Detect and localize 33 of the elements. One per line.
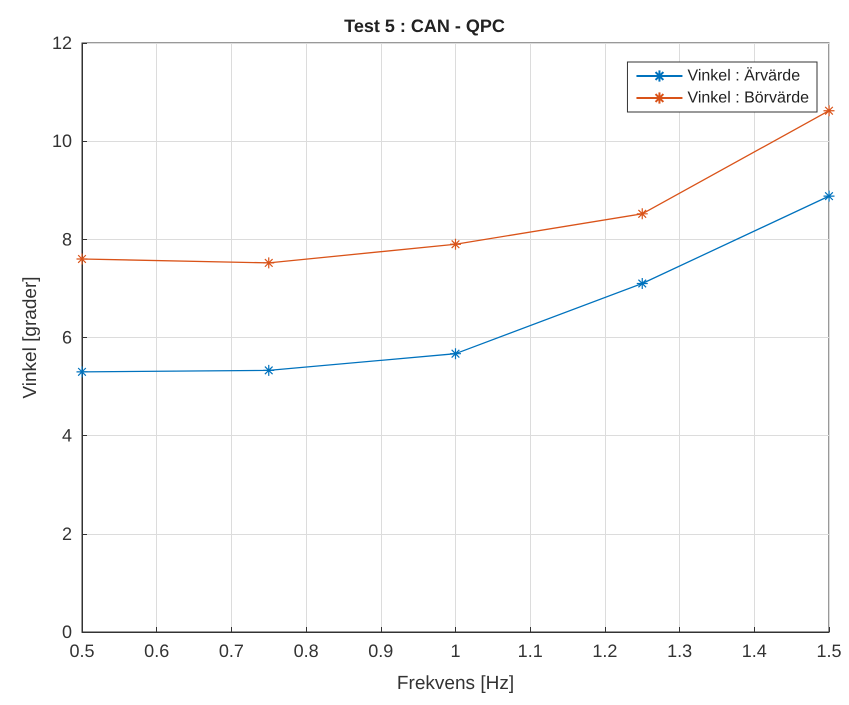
y-tick-label: 4 [62,426,72,446]
point [636,208,648,220]
y-tick-label: 8 [62,229,72,250]
legend-label: Vinkel : Ärvärde [687,66,800,84]
x-tick-label: 1.5 [816,641,842,661]
x-tick-label: 0.7 [218,641,244,661]
x-axis-title: Frekvens [Hz] [396,673,514,694]
point [449,348,462,360]
x-tick-label: 1 [450,641,461,661]
chart-title: Test 5 : CAN - QPC [344,16,505,36]
point [76,252,88,266]
x-tick-label: 1.1 [518,641,543,661]
point [636,277,648,290]
point [262,364,275,376]
x-tick-label: 1.3 [667,641,692,661]
y-tick-label: 0 [62,622,72,642]
point [262,256,275,269]
y-tick-label: 10 [52,131,72,152]
point [822,190,836,202]
point [822,104,836,117]
y-tick-label: 12 [52,33,72,53]
x-tick-label: 0.8 [294,641,319,661]
legend-label: Vinkel : Börvärde [687,90,810,106]
point [449,238,462,250]
x-tick-label: 0.9 [368,641,394,661]
y-axis-title: Vinkel [grader] [20,276,41,399]
y-tick-label: 2 [62,524,72,544]
y-tick-label: 6 [62,328,72,348]
x-tick-label: 1.4 [742,641,767,661]
point [76,366,88,378]
x-tick-label: 1.2 [592,641,618,661]
x-tick-label: 0.6 [144,641,170,661]
x-tick-label: 0.5 [69,641,95,661]
